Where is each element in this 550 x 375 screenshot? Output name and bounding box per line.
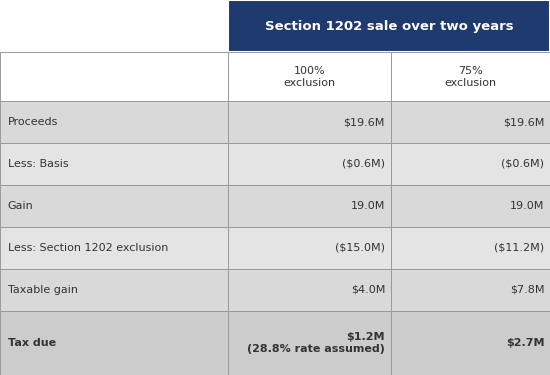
- Bar: [228, 53, 390, 101]
- Text: Less: Basis: Less: Basis: [8, 159, 68, 169]
- Text: Taxable gain: Taxable gain: [8, 285, 78, 295]
- Bar: [228, 101, 390, 143]
- Text: $1.2M
(28.8% rate assumed): $1.2M (28.8% rate assumed): [247, 332, 385, 354]
- Text: $4.0M: $4.0M: [351, 285, 385, 295]
- Bar: [228, 0, 550, 53]
- Text: $19.6M: $19.6M: [503, 117, 544, 127]
- Text: ($0.6M): ($0.6M): [502, 159, 544, 169]
- Bar: [0, 227, 228, 269]
- Bar: [390, 101, 550, 143]
- Text: $2.7M: $2.7M: [506, 338, 544, 348]
- Text: ($15.0M): ($15.0M): [335, 243, 385, 253]
- Text: ($11.2M): ($11.2M): [494, 243, 544, 253]
- Bar: [0, 0, 228, 53]
- Bar: [0, 101, 228, 143]
- Text: $7.8M: $7.8M: [510, 285, 544, 295]
- Bar: [0, 269, 228, 311]
- Text: $19.6M: $19.6M: [344, 117, 385, 127]
- Text: 19.0M: 19.0M: [510, 201, 544, 211]
- Text: Tax due: Tax due: [8, 338, 56, 348]
- Bar: [390, 227, 550, 269]
- Bar: [0, 143, 228, 185]
- Bar: [0, 53, 228, 101]
- Bar: [0, 185, 228, 227]
- Bar: [390, 185, 550, 227]
- Text: Section 1202 sale over two years: Section 1202 sale over two years: [265, 20, 514, 33]
- Text: ($0.6M): ($0.6M): [342, 159, 385, 169]
- Text: 75%
exclusion: 75% exclusion: [444, 66, 496, 87]
- Text: Gain: Gain: [8, 201, 34, 211]
- Bar: [228, 269, 390, 311]
- Text: 100%
exclusion: 100% exclusion: [283, 66, 336, 87]
- Bar: [390, 311, 550, 375]
- Text: 19.0M: 19.0M: [351, 201, 385, 211]
- Bar: [228, 227, 390, 269]
- Bar: [390, 53, 550, 101]
- Text: Less: Section 1202 exclusion: Less: Section 1202 exclusion: [8, 243, 168, 253]
- Bar: [390, 269, 550, 311]
- Bar: [228, 185, 390, 227]
- Text: Proceeds: Proceeds: [8, 117, 58, 127]
- Bar: [228, 311, 390, 375]
- Bar: [0, 311, 228, 375]
- Bar: [390, 143, 550, 185]
- Bar: [228, 143, 390, 185]
